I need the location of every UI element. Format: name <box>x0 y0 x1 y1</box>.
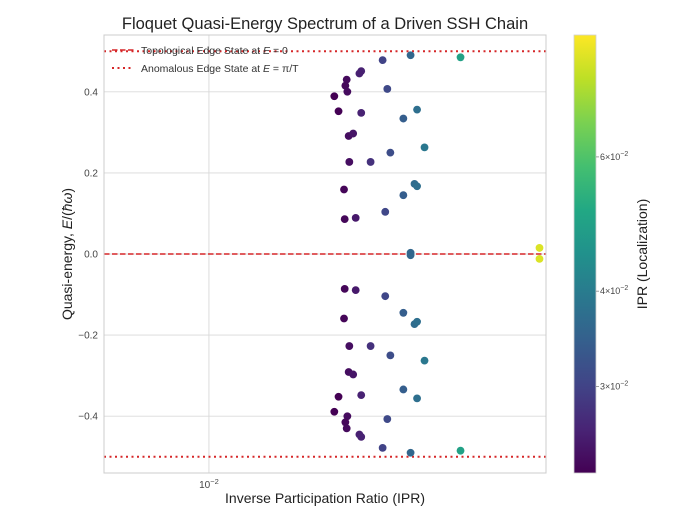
data-point <box>456 53 465 62</box>
plot-area <box>103 34 547 474</box>
data-point <box>340 314 348 323</box>
data-point <box>349 370 358 379</box>
y-tick-label: −0.2 <box>78 331 98 342</box>
data-point <box>357 391 366 400</box>
data-point <box>383 415 392 423</box>
data-point <box>345 342 354 350</box>
data-point <box>342 424 351 433</box>
y-tick-label: −0.4 <box>78 412 98 423</box>
data-point <box>413 394 421 403</box>
x-tick-label: 10−2 <box>199 477 219 491</box>
y-tick-label: 0.4 <box>84 87 98 98</box>
colorbar-gradient <box>573 34 597 474</box>
x-axis-label: Inverse Participation Ratio (IPR) <box>225 490 425 506</box>
data-point <box>345 158 354 166</box>
data-point <box>535 244 544 252</box>
plot-frame <box>103 34 547 474</box>
data-point <box>378 443 387 452</box>
data-point <box>386 148 395 157</box>
data-point <box>413 105 421 114</box>
data-point <box>343 87 352 96</box>
data-point <box>340 284 349 293</box>
reference-lines <box>104 50 546 458</box>
data-point <box>340 185 348 194</box>
y-axis-label: Quasi-energy, E/(ħω) <box>59 188 75 320</box>
data-point <box>343 412 352 421</box>
data-point <box>378 56 387 65</box>
data-point <box>357 108 366 117</box>
colorbar-ticks: 6×10−2 4×10−2 3×10−2 <box>596 151 628 391</box>
data-point <box>381 292 390 301</box>
data-point <box>351 286 360 294</box>
data-point <box>406 251 415 260</box>
data-point <box>351 214 360 222</box>
x-axis-ticks: 10−2 <box>199 477 219 491</box>
chart-title: Floquet Quasi-Energy Spectrum of a Drive… <box>122 15 528 33</box>
data-point <box>413 182 421 191</box>
data-point <box>366 342 375 350</box>
colorbar: 6×10−2 4×10−2 3×10−2 IPR (Localization) <box>573 34 650 474</box>
colorbar-tick-label: 4×10−2 <box>600 285 628 296</box>
y-tick-label: 0.0 <box>84 250 98 261</box>
data-point <box>334 107 343 116</box>
y-tick-label: 0.2 <box>84 168 98 179</box>
colorbar-tick-label: 3×10−2 <box>600 380 628 391</box>
y-axis-ticks: 0.4 0.2 0.0 −0.2 −0.4 <box>78 87 98 422</box>
data-point <box>355 69 364 78</box>
data-point <box>406 51 415 60</box>
data-point <box>420 143 429 152</box>
data-point <box>334 392 343 401</box>
data-point <box>341 418 350 427</box>
data-point <box>383 85 392 93</box>
data-point <box>456 446 465 455</box>
colorbar-label: IPR (Localization) <box>634 199 650 310</box>
data-point <box>330 407 339 416</box>
data-point <box>399 308 408 317</box>
data-point <box>342 75 351 84</box>
colorbar-tick-label: 6×10−2 <box>600 151 628 162</box>
data-points <box>330 51 544 457</box>
legend-label-anomalous: Anomalous Edge State at E = π/T <box>141 63 299 75</box>
legend-label-topological: Topological Edge State at E = 0 <box>141 45 288 57</box>
legend: Topological Edge State at E = 0 Anomalou… <box>112 45 299 75</box>
data-point <box>399 385 408 394</box>
data-point <box>386 351 395 360</box>
legend-entry-anomalous: Anomalous Edge State at E = π/T <box>112 63 299 75</box>
data-point <box>340 215 349 224</box>
data-point <box>399 191 408 200</box>
data-point <box>341 81 350 90</box>
data-point <box>535 254 544 263</box>
data-point <box>420 356 429 365</box>
data-point <box>366 158 375 166</box>
data-point <box>406 448 415 457</box>
data-point <box>349 129 358 138</box>
data-point <box>399 114 408 123</box>
data-point <box>413 317 421 326</box>
data-point <box>357 433 366 441</box>
legend-entry-topological: Topological Edge State at E = 0 <box>112 45 288 57</box>
data-point <box>330 92 339 101</box>
data-point <box>381 207 390 216</box>
